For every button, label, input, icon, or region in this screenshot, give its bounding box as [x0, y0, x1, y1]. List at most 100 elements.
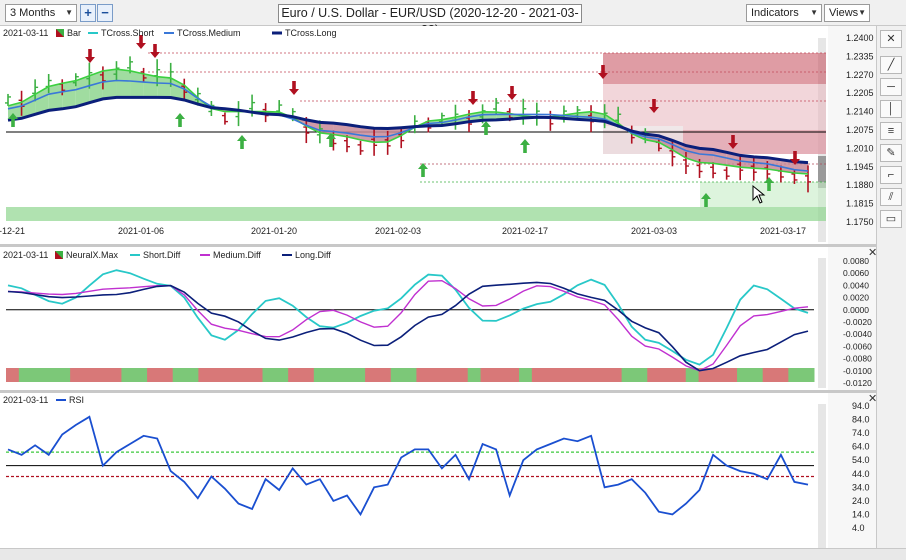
- price-scrollbar-thumb[interactable]: [818, 156, 826, 188]
- neuralx-max-segment: [583, 368, 597, 382]
- channel-tool-icon[interactable]: ⫽: [880, 188, 902, 206]
- legend-label: Medium.Diff: [213, 250, 261, 260]
- toolbar: 3 Months ▼ + − Euro / U.S. Dollar - EUR/…: [0, 0, 906, 37]
- rsi-panel-bg: [0, 393, 876, 550]
- price-y-tick-label: 1.2075: [846, 125, 874, 135]
- rsi-y-tick-label: 24.0: [852, 496, 870, 506]
- price-x-tick-label: 2021-03-03: [631, 226, 677, 236]
- neuralx-max-segment: [44, 368, 58, 382]
- indicators-label: Indicators: [751, 7, 799, 19]
- neuralx-max-segment: [634, 368, 648, 382]
- neuralx-max-segment: [185, 368, 199, 382]
- neuralx-max-segment: [429, 368, 443, 382]
- sell-arrow: [85, 49, 95, 63]
- views-label: Views: [829, 7, 859, 19]
- short-diff-line: [7, 269, 809, 366]
- tcross-fill-segment: [374, 128, 388, 143]
- neural-y-tick-label: -0.0100: [843, 366, 872, 376]
- neural-y-tick-label: -0.0040: [843, 329, 872, 339]
- close-icon[interactable]: ✕: [880, 30, 902, 48]
- period-select-value: 3 Months: [10, 7, 56, 19]
- indicators-menu[interactable]: Indicators ▼: [746, 4, 822, 22]
- price-y-tick-label: 1.1945: [846, 162, 874, 172]
- close-icon[interactable]: ✕: [868, 247, 877, 259]
- neuralx-max-segment: [262, 368, 276, 382]
- price-x-tick-label: 2021-01-20: [251, 226, 297, 236]
- neural-scrollbar[interactable]: [818, 258, 826, 388]
- rsi-y-tick-label: 34.0: [852, 482, 870, 492]
- period-select[interactable]: 3 Months ▼: [5, 4, 77, 22]
- vertical-line-tool-icon[interactable]: │: [880, 100, 902, 118]
- neuralx-max-segment: [377, 368, 392, 382]
- brush-tool-icon[interactable]: ⌐: [880, 166, 902, 184]
- fibonacci-tool-icon[interactable]: ≡: [880, 122, 902, 140]
- tcross-fill-segment: [157, 76, 171, 98]
- rsi-y-axis: 94.0 84.0 74.0 64.0 54.0 44.0 34.0 24.0 14.0 4.0: [852, 401, 870, 533]
- buy-arrow: [237, 135, 247, 149]
- neuralx-max-segment: [557, 368, 571, 382]
- tcross-medium-line: [7, 79, 809, 172]
- neuralx-max-segment: [326, 368, 340, 382]
- neural-y-tick-label: 0.0080: [843, 256, 869, 266]
- sell-arrow: [150, 44, 160, 58]
- neuralx-max-segment: [147, 368, 161, 382]
- neuralx-max-segment: [698, 368, 712, 382]
- tcross-fill-segment: [102, 69, 117, 99]
- price-y-tick-label: 1.2010: [846, 143, 874, 153]
- views-menu[interactable]: Views ▼: [824, 4, 870, 22]
- rsi-scrollbar[interactable]: [818, 404, 826, 548]
- neural-y-tick-label: -0.0060: [843, 341, 872, 351]
- neuralx-max-segment: [172, 368, 187, 382]
- horizontal-line-tool-icon[interactable]: ─: [880, 78, 902, 96]
- zoom-in-button[interactable]: +: [80, 4, 96, 22]
- chart-canvas[interactable]: 1.2400 1.2335 1.2270 1.2205 1.2140 1.2075 1.20…: [0, 26, 877, 550]
- chart-area[interactable]: 1.2400 1.2335 1.2270 1.2205 1.2140 1.2075 1.20…: [0, 26, 877, 550]
- neural-axis-bg: [828, 247, 876, 390]
- tcross-fill-segment: [577, 111, 592, 121]
- price-axis-bg: [828, 26, 876, 244]
- rsi-line: [7, 415, 809, 517]
- zoom-out-button[interactable]: −: [97, 4, 113, 22]
- rsi-lines: [6, 415, 814, 517]
- sell-arrow: [468, 91, 478, 105]
- neuralx-max-segment: [493, 368, 507, 382]
- neuralx-max-segment: [685, 368, 700, 382]
- neuralx-max-segment: [236, 368, 251, 382]
- text-note-tool-icon[interactable]: ▭: [880, 210, 902, 228]
- price-x-tick-label: 2021-02-17: [502, 226, 548, 236]
- neuralx-max-segment: [788, 368, 802, 382]
- pen-tool-icon[interactable]: ✎: [880, 144, 902, 162]
- tcross-fill-segment: [62, 80, 76, 109]
- buy-arrow: [418, 163, 428, 177]
- neuralx-max-segment: [159, 368, 174, 382]
- buy-arrow: [701, 193, 711, 207]
- price-x-tick-label: 2021-02-03: [375, 226, 421, 236]
- neuralx-max-segment: [672, 368, 687, 382]
- tcross-fill-segment: [360, 126, 375, 143]
- neuralx-max-segment: [390, 368, 405, 382]
- legend-date: 2021-03-11: [3, 395, 48, 405]
- rsi-y-tick-label: 54.0: [852, 455, 870, 465]
- buy-arrow: [520, 139, 530, 153]
- buy-arrow: [481, 121, 491, 135]
- panel-divider[interactable]: [0, 244, 876, 247]
- buy-arrow: [764, 177, 774, 191]
- buy-arrow: [326, 133, 336, 147]
- rsi-y-tick-label: 74.0: [852, 428, 870, 438]
- neuralx-max-segment: [6, 368, 20, 382]
- neural-y-tick-label: 0.0020: [843, 293, 869, 303]
- neuralx-max-segment: [506, 368, 520, 382]
- medium-diff-line: [7, 279, 809, 372]
- tcross-fill-segment: [35, 86, 49, 115]
- rsi-y-tick-label: 64.0: [852, 442, 870, 452]
- neuralx-max-segment: [211, 368, 225, 382]
- price-x-tick-label: 2021-01-06: [118, 226, 164, 236]
- neuralx-max-segment: [198, 368, 212, 382]
- trendline-tool-icon[interactable]: ╱: [880, 56, 902, 74]
- neuralx-max-segment: [737, 368, 751, 382]
- price-y-axis: 1.2400 1.2335 1.2270 1.2205 1.2140 1.2075 1.20…: [846, 33, 874, 227]
- sell-arrow: [728, 135, 738, 149]
- rsi-legend: 2021-03-11 RSI: [3, 395, 84, 405]
- panel-divider[interactable]: [0, 390, 876, 393]
- close-icon[interactable]: ✕: [868, 393, 877, 405]
